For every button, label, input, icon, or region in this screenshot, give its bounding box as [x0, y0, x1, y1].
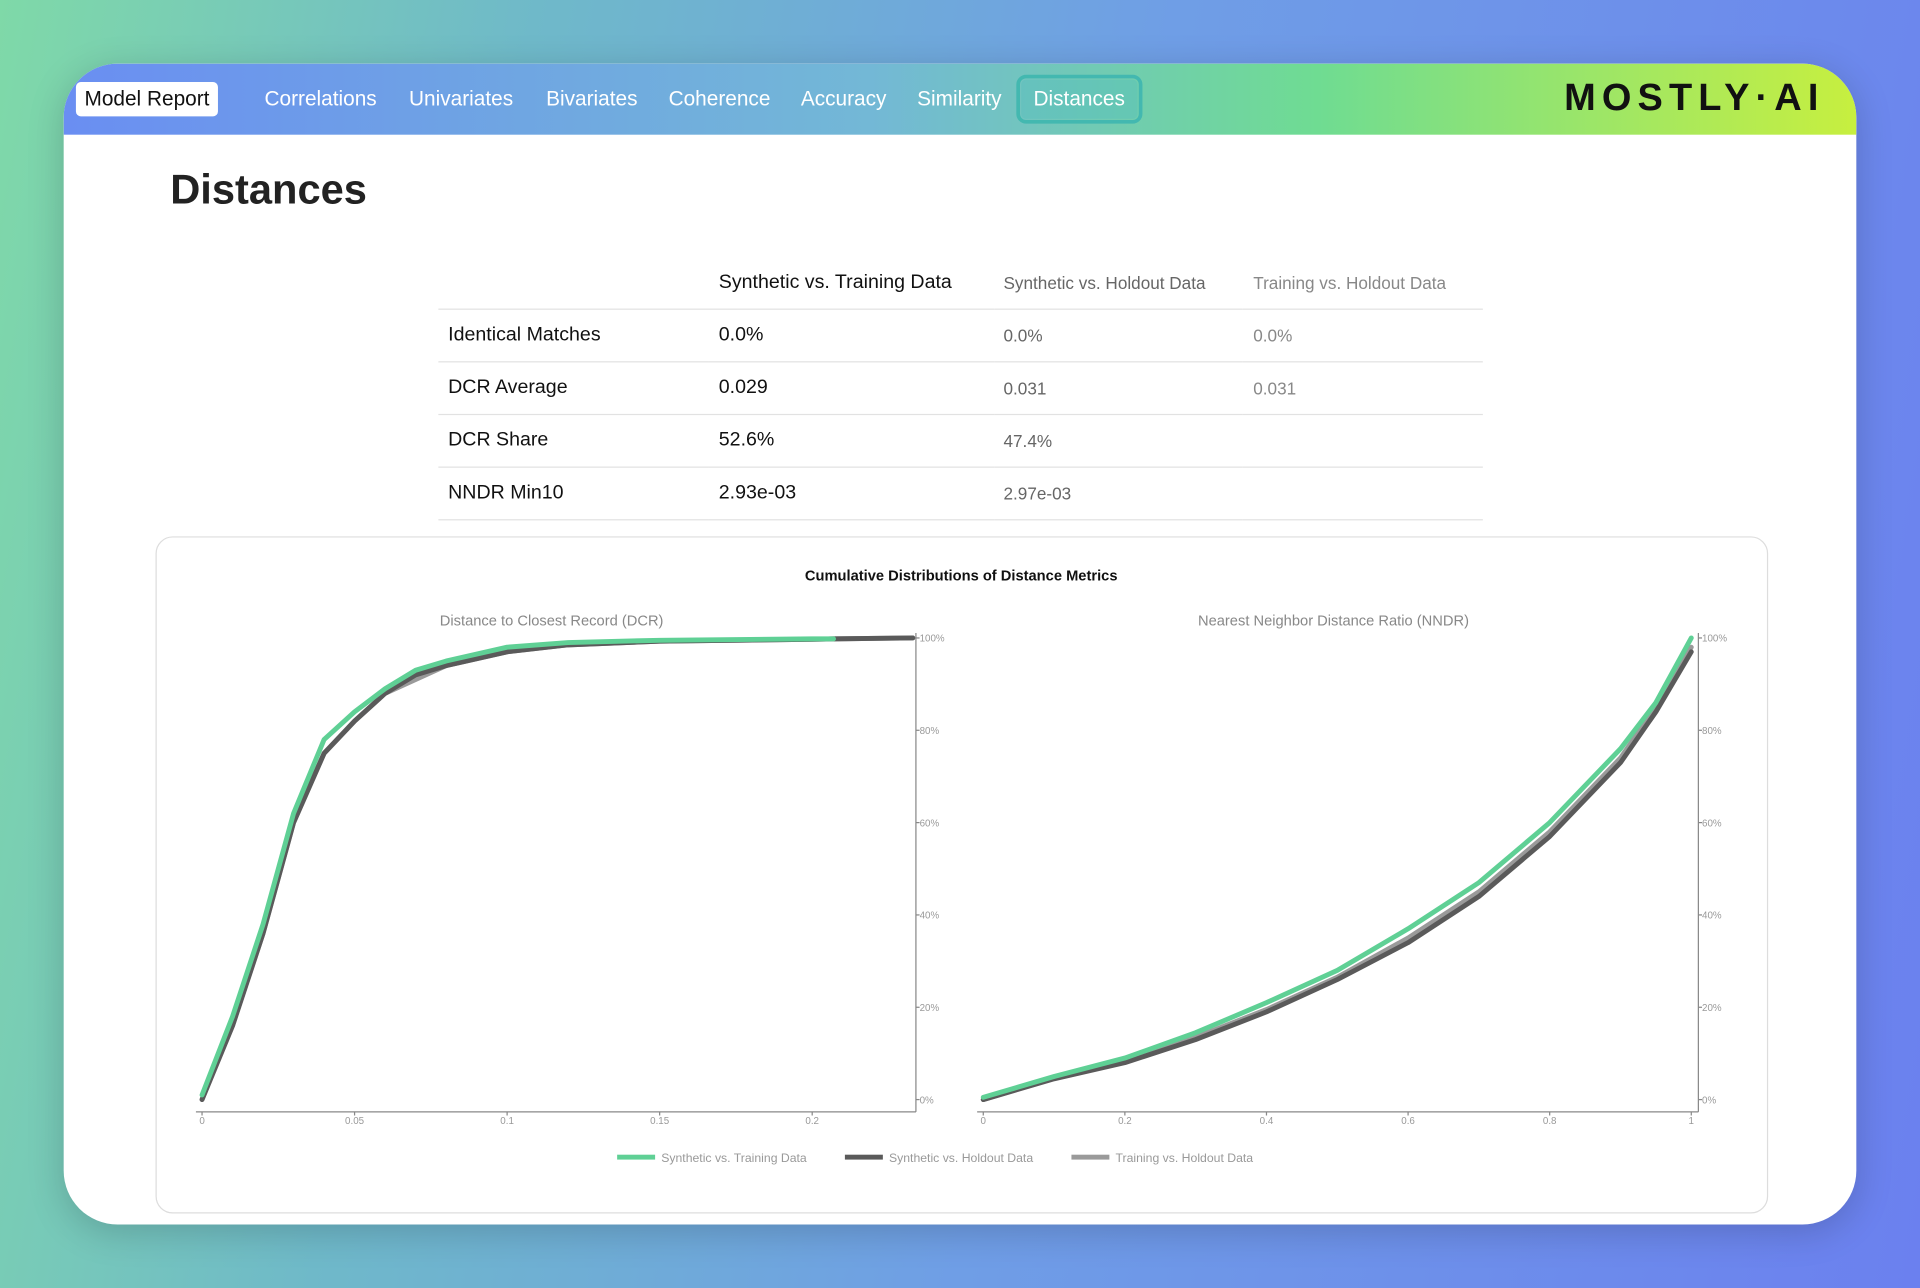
header-cell: Synthetic vs. Training Data [708, 257, 994, 310]
nav-bar: MOSTLY·AI Model Report Correlations Univar… [63, 63, 1857, 135]
cell: 0.0% [993, 309, 1244, 363]
nav-tab[interactable]: Correlations [264, 86, 377, 111]
table-header-row: Synthetic vs. Training Data Synthetic vs.… [438, 257, 1483, 310]
cell: 0.0% [708, 309, 994, 363]
table-row: NNDR Min10 2.93e-03 2.97e-03 [438, 467, 1483, 521]
table-row: Identical Matches 0.0% 0.0% 0.0% [438, 309, 1483, 363]
cell [1243, 414, 1483, 468]
nav-tab[interactable]: Coherence [668, 86, 771, 111]
cell: 52.6% [708, 414, 994, 468]
cell: 2.93e-03 [708, 467, 994, 521]
nav-tab[interactable]: Bivariates [546, 86, 638, 111]
cell: 2.97e-03 [993, 467, 1244, 521]
cell: 0.029 [708, 361, 994, 416]
page-title: Distances [170, 166, 367, 214]
chart-panel [155, 536, 1769, 1214]
row-label: NNDR Min10 [438, 467, 709, 521]
row-label: DCR Share [438, 414, 709, 468]
metrics-table: Synthetic vs. Training Data Synthetic vs.… [438, 257, 1483, 521]
nav-tab[interactable]: Distances [1016, 74, 1142, 124]
logo: MOSTLY·AI [1564, 75, 1825, 119]
cell: 0.031 [1243, 361, 1483, 416]
nav-tab[interactable]: Univariates [408, 86, 514, 111]
nav-tab[interactable]: Similarity [917, 86, 1002, 111]
row-label: DCR Average [438, 361, 709, 416]
table-row: DCR Average 0.029 0.031 0.031 [438, 361, 1483, 416]
report-card: MOSTLY·AI Model Report Correlations Univar… [63, 63, 1857, 1225]
header-cell: Synthetic vs. Holdout Data [993, 257, 1244, 310]
nav-tab[interactable]: Model Report [75, 82, 219, 117]
row-label: Identical Matches [438, 309, 709, 363]
cell: 0.0% [1243, 309, 1483, 363]
cell: 0.031 [993, 361, 1244, 416]
header-cell [438, 257, 709, 310]
cell [1243, 467, 1483, 521]
table-row: DCR Share 52.6% 47.4% [438, 414, 1483, 468]
header-cell: Training vs. Holdout Data [1243, 257, 1483, 310]
cell: 47.4% [993, 414, 1244, 468]
nav-tab[interactable]: Accuracy [800, 86, 887, 111]
